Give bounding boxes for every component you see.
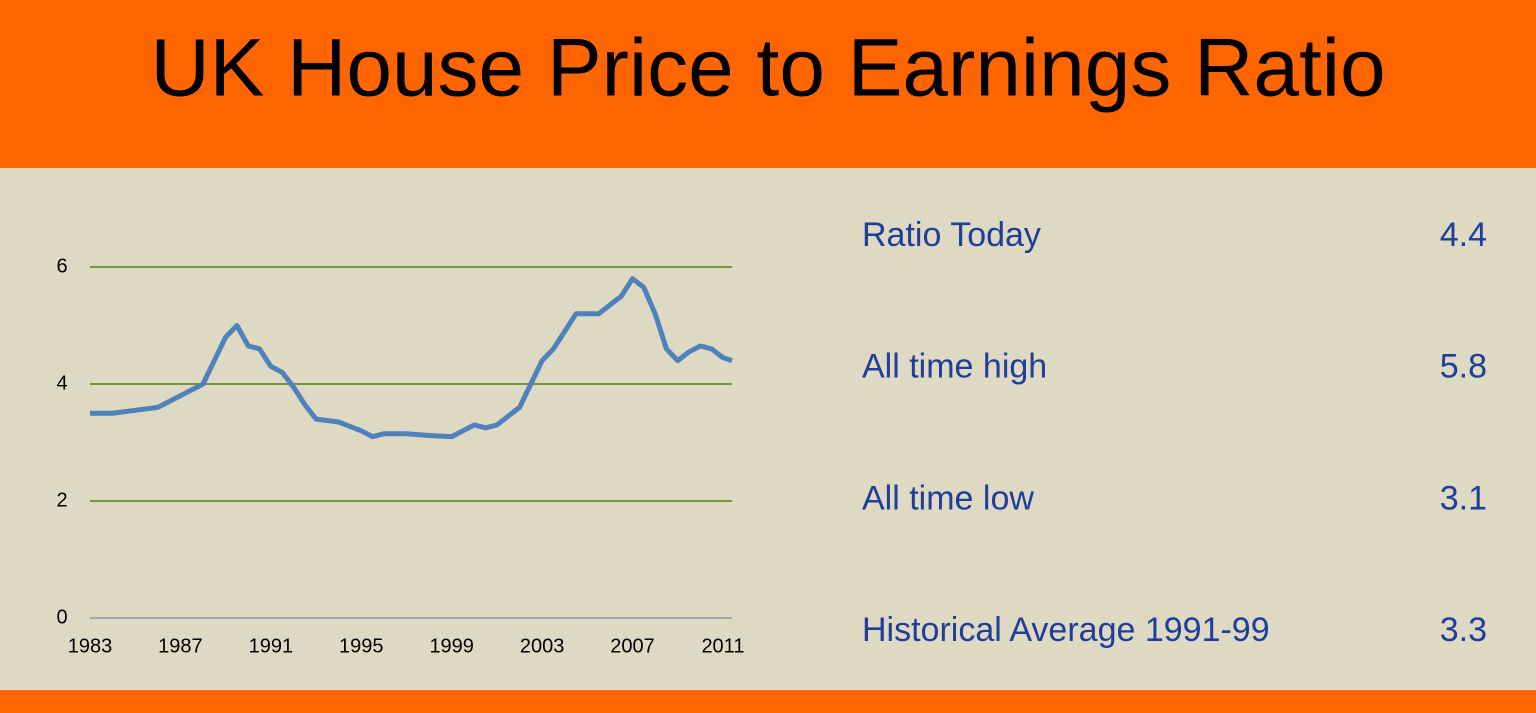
y-tick-label: 2 xyxy=(56,489,67,511)
y-tick-label: 0 xyxy=(56,606,67,628)
stat-label: Historical Average 1991-99 xyxy=(862,611,1270,649)
header-band xyxy=(0,0,1536,168)
stat-value: 3.1 xyxy=(1440,479,1487,517)
x-tick-label: 2003 xyxy=(520,635,565,657)
stat-value: 5.8 xyxy=(1440,348,1487,386)
title: UK House Price to Earnings Ratio xyxy=(150,23,1385,114)
stat-label: All time high xyxy=(862,348,1047,386)
stat-label: All time low xyxy=(862,479,1034,517)
x-tick-label: 1999 xyxy=(429,635,474,657)
x-tick-label: 1991 xyxy=(249,635,294,657)
x-tick-label: 2007 xyxy=(610,635,655,657)
stat-label: Ratio Today xyxy=(862,216,1041,254)
x-tick-label: 1995 xyxy=(339,635,384,657)
x-tick-label: 2011 xyxy=(701,635,744,657)
stat-value: 4.4 xyxy=(1440,216,1487,254)
stat-value: 3.3 xyxy=(1440,611,1487,649)
data-line xyxy=(90,276,733,440)
x-tick-label: 1987 xyxy=(158,635,203,657)
y-tick-label: 6 xyxy=(56,255,67,277)
footer-band xyxy=(0,690,1536,713)
x-tick-label: 1983 xyxy=(68,635,113,657)
y-tick-label: 4 xyxy=(56,372,67,394)
